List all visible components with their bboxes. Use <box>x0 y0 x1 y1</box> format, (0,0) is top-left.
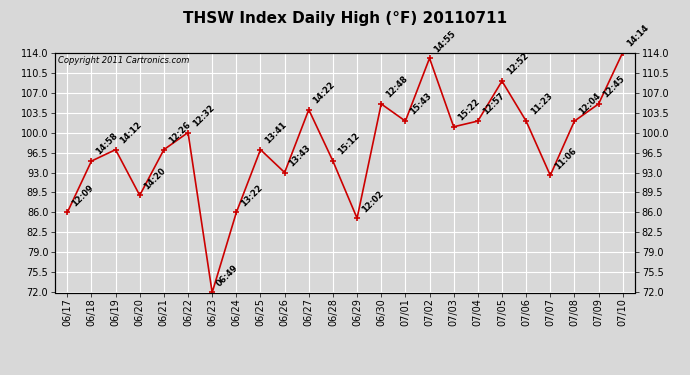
Text: 15:12: 15:12 <box>336 132 361 157</box>
Text: Copyright 2011 Cartronics.com: Copyright 2011 Cartronics.com <box>58 56 190 65</box>
Text: 12:04: 12:04 <box>578 92 602 117</box>
Text: 12:45: 12:45 <box>602 74 627 100</box>
Text: 13:41: 13:41 <box>264 120 288 146</box>
Text: 14:55: 14:55 <box>433 28 457 54</box>
Text: 12:02: 12:02 <box>360 189 385 214</box>
Text: 14:14: 14:14 <box>626 23 651 48</box>
Text: 11:06: 11:06 <box>553 146 578 171</box>
Text: 15:43: 15:43 <box>408 92 433 117</box>
Text: 13:43: 13:43 <box>288 143 313 168</box>
Text: THSW Index Daily High (°F) 20110711: THSW Index Daily High (°F) 20110711 <box>183 11 507 26</box>
Text: 14:20: 14:20 <box>143 166 168 191</box>
Text: 06:49: 06:49 <box>215 263 240 288</box>
Text: 12:57: 12:57 <box>481 92 506 117</box>
Text: 12:52: 12:52 <box>505 51 530 77</box>
Text: 14:22: 14:22 <box>312 80 337 105</box>
Text: 12:26: 12:26 <box>167 120 192 146</box>
Text: 15:22: 15:22 <box>457 97 482 123</box>
Text: 12:09: 12:09 <box>70 183 95 209</box>
Text: 14:12: 14:12 <box>119 120 144 146</box>
Text: 14:58: 14:58 <box>95 132 119 157</box>
Text: 11:23: 11:23 <box>529 92 554 117</box>
Text: 13:22: 13:22 <box>239 183 264 209</box>
Text: 12:48: 12:48 <box>384 75 409 100</box>
Text: 12:32: 12:32 <box>191 103 216 128</box>
